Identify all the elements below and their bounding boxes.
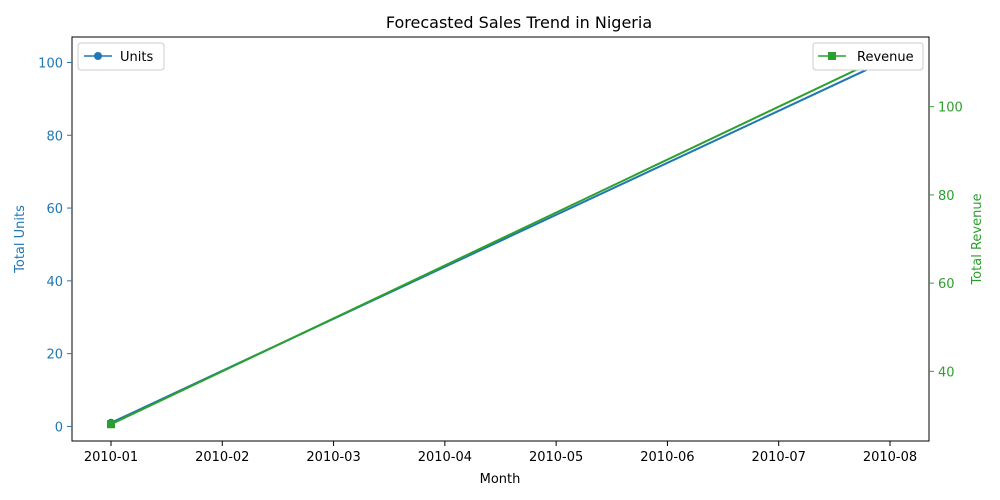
y-left-tick-label: 80 [46, 129, 63, 144]
legend-units-label: Units [120, 50, 153, 65]
x-axis-ticks: 2010-01 2010-02 2010-03 2010-04 2010-05 2010-… [84, 441, 917, 465]
legend-units-box [77, 42, 165, 71]
y-right-tick-label: 40 [938, 365, 955, 380]
y-left-axis-ticks: 0 20 40 60 80 100 [38, 56, 72, 435]
legend-revenue: Revenue [812, 42, 924, 71]
data-point-revenue [107, 420, 115, 429]
legend-revenue-marker [828, 52, 836, 60]
x-tick-label: 2010-04 [418, 450, 472, 465]
y-left-tick-label: 20 [46, 348, 63, 363]
legend-units-marker [94, 52, 102, 60]
series-layer [107, 49, 894, 429]
x-tick-label: 2010-02 [195, 450, 249, 465]
legend-units: Units [77, 42, 165, 71]
y-right-axis-ticks: 40 60 80 100 [929, 101, 963, 380]
legend-revenue-label: Revenue [857, 50, 914, 65]
legend-revenue-box [812, 42, 924, 71]
y-left-tick-label: 40 [46, 275, 63, 290]
y-right-tick-label: 100 [938, 101, 963, 116]
series-line-revenue [110, 52, 891, 426]
y-left-tick-label: 0 [55, 420, 63, 435]
y-left-tick-label: 60 [46, 202, 63, 217]
y-right-tick-label: 60 [938, 277, 955, 292]
x-axis-label: Month [480, 472, 521, 487]
y-left-axis-label: Total Units [13, 205, 28, 274]
x-tick-label: 2010-07 [752, 450, 806, 465]
y-right-tick-label: 80 [938, 189, 955, 204]
x-tick-label: 2010-05 [529, 450, 583, 465]
chart-title: Forecasted Sales Trend in Nigeria [386, 13, 652, 32]
x-tick-label: 2010-03 [306, 450, 360, 465]
y-right-axis-label: Total Revenue [970, 193, 985, 285]
x-tick-label: 2010-06 [640, 450, 694, 465]
x-tick-label: 2010-01 [84, 450, 138, 465]
plot-frame [71, 36, 930, 442]
y-left-tick-label: 100 [38, 56, 63, 71]
x-tick-label: 2010-08 [863, 450, 917, 465]
